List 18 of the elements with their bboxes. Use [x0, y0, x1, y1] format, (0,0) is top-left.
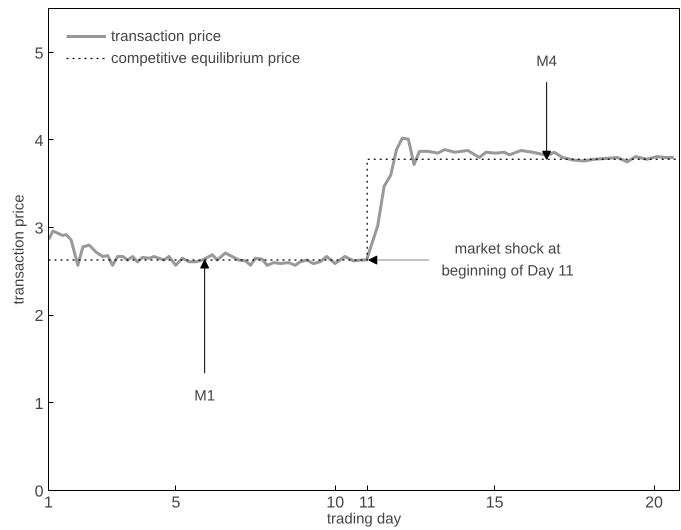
- annotation: M1: [194, 388, 216, 405]
- x-axis-title: trading day: [326, 510, 402, 528]
- y-tick-label: 1: [34, 396, 44, 413]
- y-tick-label: 5: [34, 45, 44, 62]
- legend-label: competitive equilibrium price: [111, 50, 300, 66]
- y-tick-label: 4: [34, 132, 44, 150]
- x-tick-label: 15: [486, 494, 504, 512]
- y-tick-label: 3: [34, 220, 44, 238]
- y-axis-title: transaction price: [10, 194, 28, 305]
- x-tick-label: 20: [645, 494, 664, 512]
- annotation: market shock at beginning of Day 11: [441, 240, 574, 280]
- y-tick-label: 0: [34, 484, 44, 500]
- x-tick-label: 10: [326, 494, 344, 512]
- x-tick-label: 11: [358, 494, 376, 512]
- annotation: M4: [536, 53, 558, 70]
- x-tick-label: 5: [172, 494, 181, 512]
- legend-label: transaction price: [111, 28, 222, 44]
- y-tick-label: 2: [34, 308, 44, 326]
